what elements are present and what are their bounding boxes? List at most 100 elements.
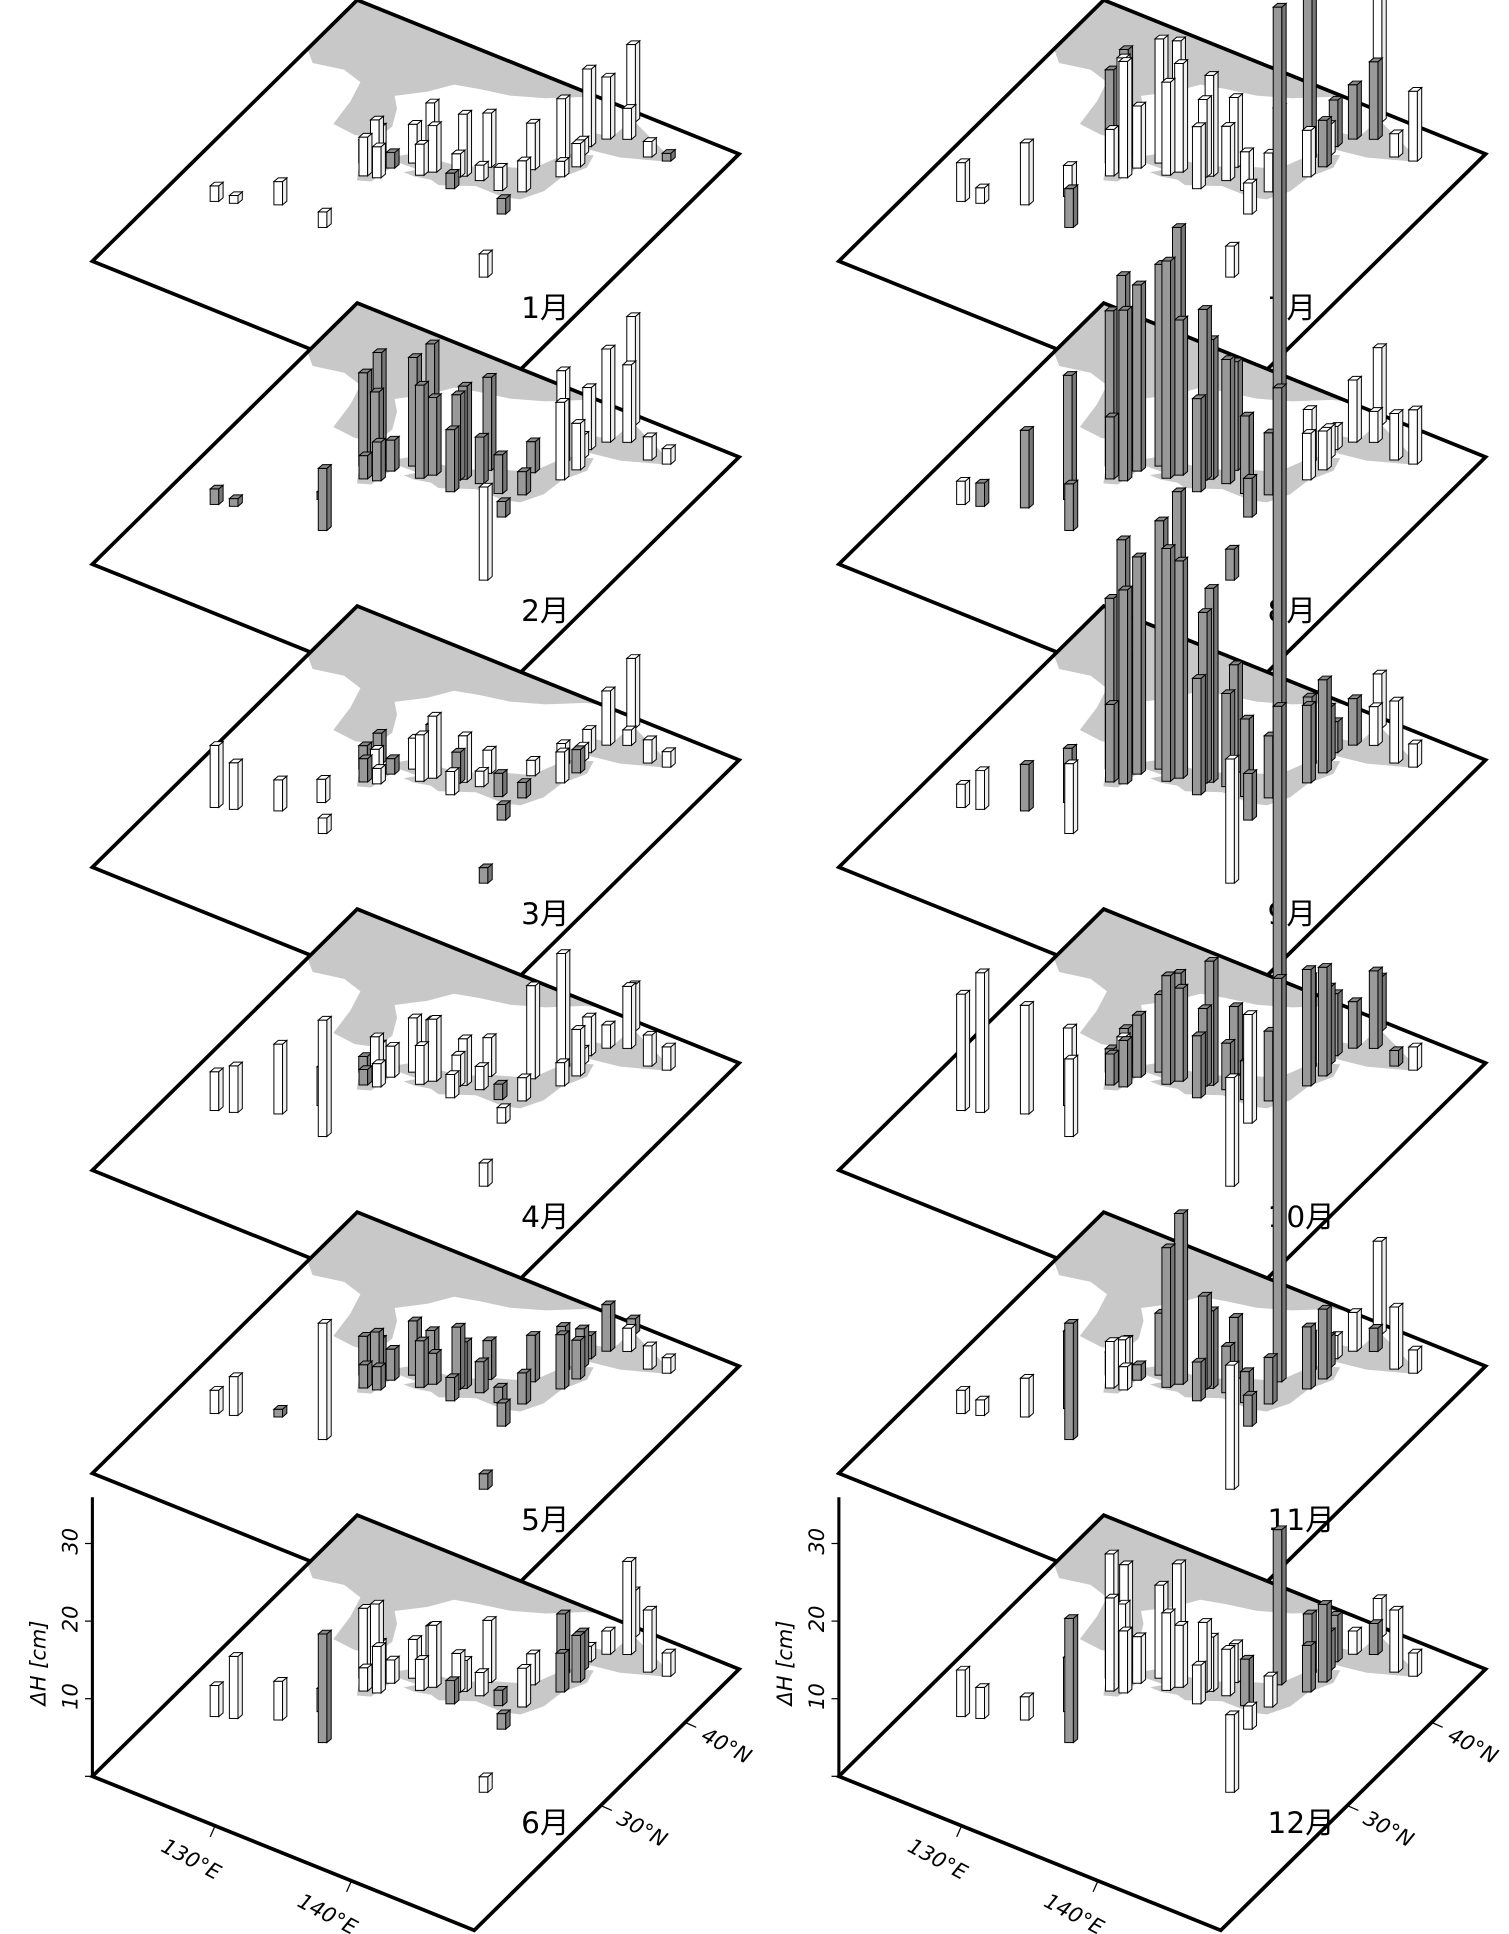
bar-station-10: [371, 437, 387, 482]
bar-front: [1191, 126, 1202, 190]
z-tick-label: 30: [59, 1528, 83, 1555]
bar-front: [1105, 1340, 1115, 1389]
bar-station-1: [228, 1061, 244, 1114]
bar-station-15: [426, 392, 443, 477]
bar-front: [371, 1645, 382, 1694]
z-tick-label: 10: [59, 1683, 83, 1710]
bar-top: [1063, 184, 1080, 190]
lat-tick: [1347, 1804, 1359, 1812]
bar-top: [1407, 1648, 1424, 1654]
bar-front: [1064, 1058, 1074, 1138]
bar-front: [1302, 1644, 1312, 1693]
bar-top: [357, 1360, 374, 1366]
bar-side: [505, 1398, 511, 1428]
bar-top: [1301, 126, 1317, 131]
bar-top: [1388, 409, 1405, 414]
bar-station-33: [1388, 1045, 1405, 1068]
bar-side: [1233, 241, 1240, 279]
bar-front: [556, 952, 567, 1071]
bar-top: [371, 348, 388, 354]
bar-station-19: [473, 1061, 490, 1091]
bar-front: [1347, 1001, 1358, 1049]
month-panel-10: 10月: [835, 701, 1489, 1327]
bar-top: [974, 1683, 991, 1688]
bar-side: [1213, 956, 1219, 1087]
bar-side: [534, 1649, 541, 1686]
bar-top: [457, 731, 473, 737]
bar-side: [1200, 1357, 1206, 1402]
bar-top: [1347, 375, 1363, 381]
bar-front: [1347, 1311, 1358, 1352]
bar-top: [1368, 702, 1384, 708]
bar-side: [282, 1039, 288, 1116]
bar-side: [394, 1041, 400, 1079]
bar-top: [272, 1405, 289, 1410]
bar-side: [564, 1648, 570, 1694]
bar-station-22: [1271, 1524, 1288, 1686]
bar-front: [1105, 703, 1115, 783]
bar-front: [642, 1034, 653, 1067]
bar-top: [495, 1103, 512, 1109]
bar-front: [956, 480, 966, 505]
bar-station-0: [955, 779, 971, 809]
bar-front: [571, 422, 582, 471]
bar-front: [1118, 1630, 1129, 1694]
bar-station-10: [371, 141, 387, 179]
bar-station-6: [357, 450, 374, 480]
bar-station-23: [1262, 1352, 1279, 1406]
bar-station-30: [1347, 79, 1363, 141]
bar-station-31: [1368, 966, 1384, 1050]
bar-side: [1310, 1322, 1316, 1391]
bar-station-6: [357, 1663, 374, 1693]
bar-top: [371, 1362, 387, 1368]
bar-side: [423, 1040, 429, 1086]
bar-front: [1263, 735, 1274, 799]
bar-side: [483, 1667, 489, 1697]
bar-side: [964, 1385, 971, 1415]
bar-front: [385, 439, 396, 472]
bar-station-15: [1173, 1208, 1189, 1386]
bar-station-2: [272, 1676, 289, 1722]
bar-top: [1063, 759, 1080, 765]
bar-top: [1117, 585, 1134, 591]
bar-side: [326, 463, 332, 532]
map-frame: [89, 1513, 743, 1933]
bar-side: [1213, 334, 1219, 481]
bar-top: [457, 109, 473, 115]
bar-top: [1271, 702, 1288, 707]
bar-front: [1191, 1664, 1202, 1705]
bar-top: [600, 1626, 617, 1632]
bar-station-2: [1019, 1000, 1035, 1116]
bar-station-30: [1347, 375, 1363, 444]
bar-top: [1062, 1023, 1078, 1029]
bar-station-22: [525, 980, 541, 1080]
bar-side: [466, 1337, 473, 1390]
bar-top: [974, 968, 991, 974]
bar-side: [1206, 94, 1212, 179]
bar-side: [525, 1368, 532, 1406]
bar-side: [1398, 1605, 1404, 1674]
bar-top: [208, 1681, 225, 1687]
bar-side: [1337, 988, 1343, 1057]
month-label: 5月: [521, 1503, 569, 1537]
bar-top: [1220, 1038, 1237, 1044]
bar-front: [1302, 704, 1312, 784]
bar-top: [570, 419, 587, 424]
bar-top: [357, 451, 374, 457]
bar-top: [1239, 1367, 1255, 1373]
bar-station-23: [516, 156, 532, 193]
lon-tick-label: 140°E: [1040, 1889, 1108, 1934]
bar-top: [228, 758, 244, 764]
bar-top: [621, 982, 638, 987]
bar-top: [228, 1372, 244, 1378]
bar-side: [1127, 1626, 1133, 1695]
bar-station-19: [473, 432, 490, 485]
bar-side: [487, 482, 493, 582]
bar-front: [273, 1043, 284, 1115]
bar-station-4: [1063, 479, 1080, 532]
bar-top: [228, 1061, 244, 1067]
bar-front: [642, 739, 653, 764]
bar-station-24: [495, 1102, 512, 1125]
bar-station-18: [444, 1372, 461, 1402]
bar-side: [282, 176, 288, 206]
